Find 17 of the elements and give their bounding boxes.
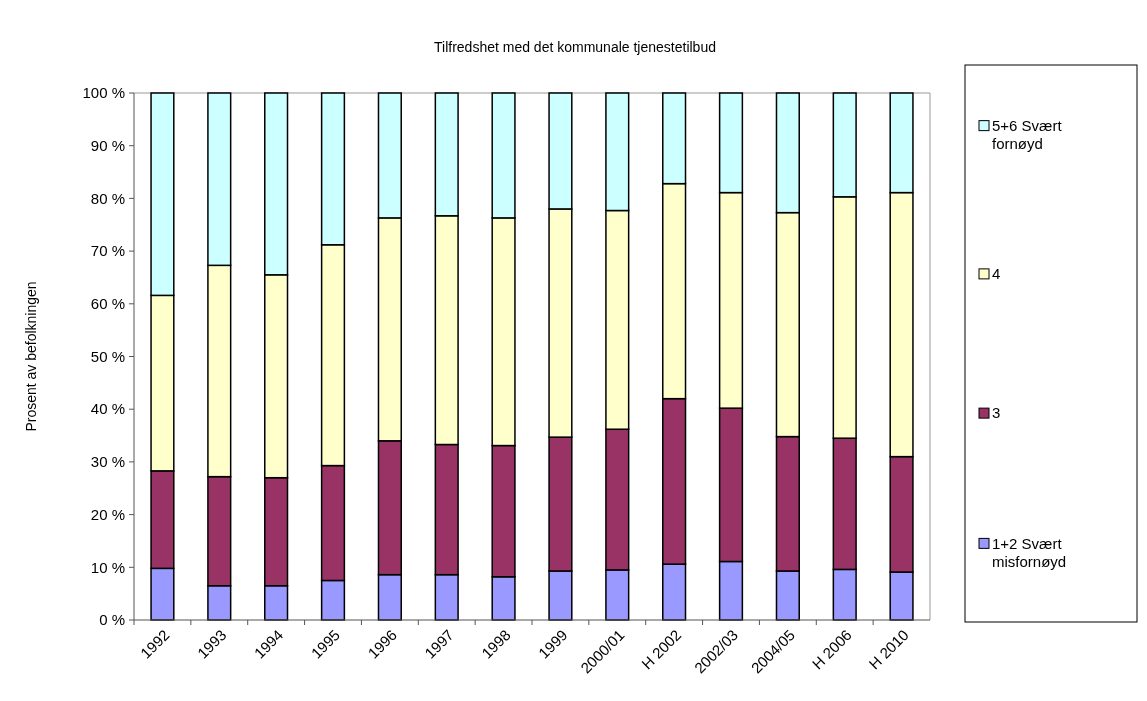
- y-tick-label: 80 %: [90, 189, 125, 207]
- legend-label: 4: [992, 265, 1001, 283]
- y-tick-label: 30 %: [90, 453, 125, 471]
- y-tick-label: 70 %: [90, 242, 125, 260]
- y-tick-label: 60 %: [90, 295, 125, 313]
- y-tick-label: 90 %: [90, 136, 125, 154]
- legend-label: 3: [992, 404, 1001, 422]
- y-tick-label: 40 %: [90, 400, 125, 418]
- chart-title: Tilfredshet med det kommunale tjenestetilbud: [434, 39, 716, 55]
- y-tick-label: 20 %: [90, 505, 125, 523]
- legend-label: 1+2 Svært misfornøyd: [992, 534, 1067, 570]
- y-tick-label: 100 %: [82, 84, 125, 102]
- y-tick-label: 50 %: [90, 347, 125, 365]
- y-axis-title: Prosent av befolkningen: [23, 281, 39, 432]
- legend-label: 5+6 Svært fornøyd: [992, 116, 1063, 152]
- y-tick-label: 0 %: [99, 611, 125, 629]
- y-tick-label: 10 %: [90, 558, 125, 576]
